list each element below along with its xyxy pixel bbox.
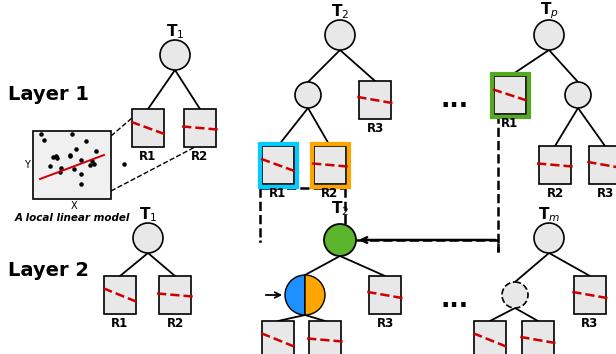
Bar	[184, 109, 216, 147]
Text: X: X	[71, 201, 78, 211]
Point	[52, 155, 62, 160]
Bar	[259, 143, 296, 187]
Text: R1: R1	[111, 317, 129, 330]
Circle shape	[160, 40, 190, 70]
Wedge shape	[305, 275, 325, 315]
Bar	[104, 276, 136, 314]
Point	[39, 137, 49, 143]
Text: ...: ...	[441, 88, 469, 112]
Circle shape	[133, 223, 163, 253]
Text: R2: R2	[546, 187, 564, 200]
Point	[55, 170, 65, 175]
Bar	[539, 146, 571, 184]
Bar	[262, 146, 294, 184]
Text: R2: R2	[322, 187, 339, 200]
Text: T$_2$: T$_2$	[331, 199, 349, 218]
Circle shape	[502, 282, 528, 308]
Text: T$_1$: T$_1$	[139, 205, 157, 224]
Text: R3: R3	[596, 187, 614, 200]
Text: T$_p$: T$_p$	[540, 0, 559, 21]
Circle shape	[565, 82, 591, 108]
Text: A local linear model: A local linear model	[14, 213, 130, 223]
Circle shape	[325, 20, 355, 50]
Point	[51, 153, 60, 158]
Point	[91, 148, 101, 154]
Bar	[312, 143, 349, 187]
Point	[85, 163, 95, 169]
Bar	[309, 321, 341, 354]
Bar	[314, 146, 346, 184]
Bar	[589, 146, 616, 184]
Text: R2: R2	[192, 150, 209, 163]
Point	[65, 153, 75, 159]
Bar	[33, 131, 111, 199]
Point	[45, 163, 55, 169]
Circle shape	[534, 20, 564, 50]
Bar	[494, 76, 526, 114]
Bar	[359, 81, 391, 119]
Text: T$_2$: T$_2$	[331, 2, 349, 21]
Text: T$_1$: T$_1$	[166, 22, 184, 41]
Bar	[574, 276, 606, 314]
Bar	[132, 109, 164, 147]
Text: R3: R3	[376, 317, 394, 330]
Text: R1: R1	[269, 187, 286, 200]
Text: R1: R1	[501, 117, 519, 130]
Text: R3: R3	[582, 317, 599, 330]
Bar	[474, 321, 506, 354]
Point	[67, 131, 77, 137]
Wedge shape	[285, 275, 305, 315]
Circle shape	[324, 224, 356, 256]
Text: R1: R1	[139, 150, 156, 163]
Text: Layer 2: Layer 2	[8, 261, 89, 280]
Text: T$_m$: T$_m$	[538, 205, 560, 224]
Circle shape	[295, 82, 321, 108]
Text: R3: R3	[367, 122, 384, 135]
Bar	[159, 276, 191, 314]
Point	[119, 162, 129, 167]
Text: ...: ...	[441, 288, 469, 312]
Text: Y: Y	[24, 160, 30, 170]
Point	[36, 131, 46, 137]
Point	[56, 165, 66, 171]
Point	[49, 154, 59, 160]
Bar	[492, 74, 529, 116]
Point	[70, 167, 79, 172]
Circle shape	[534, 223, 564, 253]
Point	[81, 139, 91, 144]
Point	[76, 157, 86, 162]
Text: Layer 1: Layer 1	[8, 86, 89, 104]
Point	[71, 146, 81, 152]
Point	[87, 159, 97, 164]
Bar	[522, 321, 554, 354]
Text: R2: R2	[166, 317, 184, 330]
Bar	[369, 276, 401, 314]
Point	[76, 171, 86, 177]
Bar	[262, 321, 294, 354]
Point	[89, 161, 99, 166]
Point	[76, 181, 86, 187]
Point	[65, 152, 75, 158]
